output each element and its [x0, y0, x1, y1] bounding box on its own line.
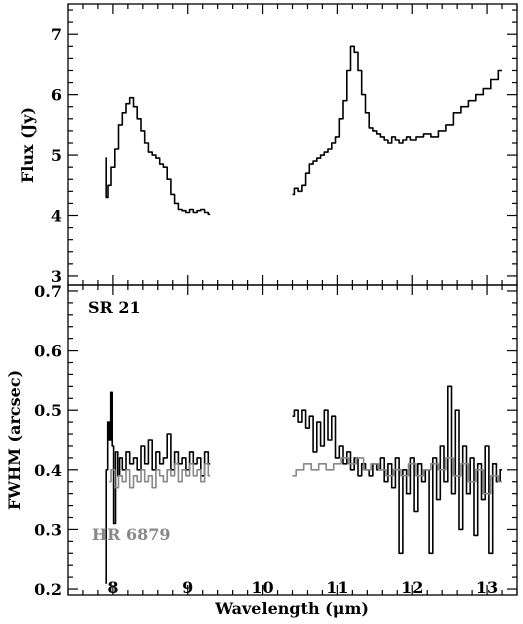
- x-tick-label: 11: [326, 578, 348, 597]
- fwhm-y-tick-label: 0.5: [34, 401, 62, 420]
- fwhm-ticks: [67, 285, 518, 595]
- hr-6879-series-segment-1: [292, 457, 502, 495]
- flux-series: [105, 45, 502, 216]
- fwhm-y-tick-label: 0.6: [34, 342, 62, 361]
- x-tick-label: 8: [107, 578, 118, 597]
- fwhm-y-tick-label: 0.2: [34, 580, 62, 599]
- flux-plot-frame: [67, 3, 518, 286]
- flux-panel: 3 4 5 6 7 Flux (Jy): [18, 3, 518, 286]
- flux-y-tick-label: 4: [51, 207, 62, 226]
- flux-y-tick-label: 5: [51, 146, 62, 165]
- x-tick-labels: 8 9 10 11 12 13: [107, 578, 498, 597]
- annotation-sr21: SR 21: [88, 298, 141, 317]
- flux-series-segment-0: [105, 96, 211, 216]
- fwhm-y-tick-labels: 0.2 0.3 0.4 0.5 0.6 0.7: [34, 282, 62, 599]
- fwhm-y-axis-label: FWHM (arcsec): [5, 370, 24, 510]
- x-tick-label: 13: [476, 578, 498, 597]
- hr-6879-series-segment-0: [109, 463, 211, 489]
- fwhm-plot-frame: [67, 284, 518, 596]
- flux-y-axis-label: Flux (Jy): [18, 107, 37, 183]
- fwhm-y-tick-label: 0.4: [34, 461, 62, 480]
- flux-y-tick-labels: 3 4 5 6 7: [51, 25, 62, 286]
- flux-y-tick-label: 3: [51, 267, 62, 286]
- x-tick-label: 12: [401, 578, 423, 597]
- fwhm-series: [105, 385, 502, 584]
- flux-y-tick-label: 6: [51, 86, 62, 105]
- fwhm-panel: 0.2 0.3 0.4 0.5 0.6 0.7 8 9 10 11 12 13 SR 21 HR 6…: [5, 282, 518, 618]
- x-tick-label: 10: [251, 578, 273, 597]
- x-tick-label: 9: [182, 578, 193, 597]
- x-axis-label: Wavelength (μm): [214, 599, 369, 618]
- flux-ticks: [67, 4, 518, 285]
- flux-y-tick-label: 7: [51, 25, 62, 44]
- fwhm-y-tick-label: 0.7: [34, 282, 62, 301]
- annotation-hr6879: HR 6879: [92, 525, 171, 544]
- flux-series-segment-1: [292, 45, 502, 196]
- sr-21-series-segment-0: [105, 391, 211, 584]
- sr-21-series-segment-1: [292, 385, 502, 555]
- fwhm-y-tick-label: 0.3: [34, 520, 62, 539]
